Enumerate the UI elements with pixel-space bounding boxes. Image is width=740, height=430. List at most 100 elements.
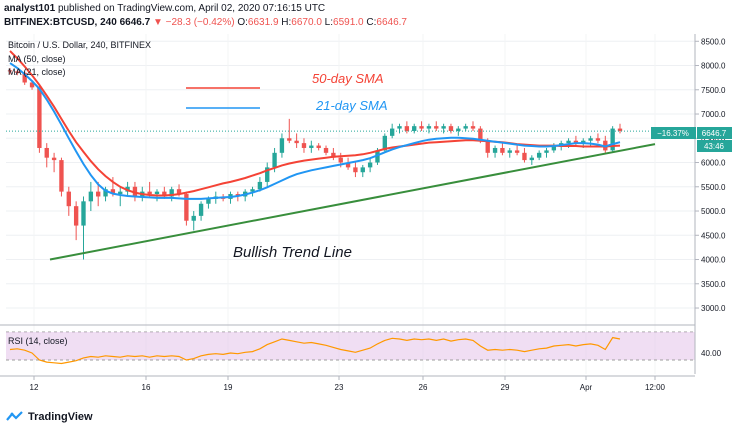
candle-body bbox=[147, 191, 152, 195]
tradingview-logo-icon[interactable] bbox=[6, 410, 24, 424]
candle-body bbox=[287, 138, 292, 141]
ma50-label: MA (50, close) bbox=[8, 54, 66, 64]
candle-body bbox=[184, 194, 189, 221]
rsi-line bbox=[9, 336, 621, 365]
time-tick-label: 29 bbox=[501, 383, 510, 392]
tradingview-brand[interactable]: TradingView bbox=[28, 411, 93, 423]
candle-body bbox=[198, 203, 204, 216]
time-tick-label: 26 bbox=[419, 383, 428, 392]
candle-body bbox=[257, 181, 263, 190]
candle-body bbox=[51, 157, 57, 161]
price-tick-label: 6000.0 bbox=[701, 159, 726, 168]
price-chart[interactable]: 3000.0 3500.0 4000.0 4500.0 5000.0 5500.0 6000… bbox=[0, 34, 740, 404]
pct-change-tag: −16.37% bbox=[651, 127, 696, 139]
sma21-line bbox=[9, 62, 621, 200]
high-label: H: bbox=[281, 17, 292, 28]
candle-body bbox=[470, 126, 476, 129]
candle-body bbox=[110, 189, 116, 195]
candle-body bbox=[426, 126, 432, 129]
candle-body bbox=[272, 152, 277, 168]
candle-body bbox=[581, 140, 586, 144]
chart-header: analyst101 published on TradingView.com,… bbox=[0, 0, 740, 34]
open-value: 6631.9 bbox=[247, 17, 279, 28]
low-label: L: bbox=[324, 17, 334, 28]
open-label: O: bbox=[237, 17, 248, 28]
legend-50-label: 50-day SMA bbox=[312, 71, 384, 86]
candle-body bbox=[29, 82, 35, 88]
time-tick-label: 23 bbox=[335, 383, 344, 392]
time-tick-label: 19 bbox=[224, 383, 233, 392]
candle-timer-tag: 43:46 bbox=[697, 140, 732, 152]
candle-body bbox=[434, 126, 439, 129]
symbol-label: BITFINEX:BTCUSD, 240 bbox=[4, 17, 117, 28]
high-value: 6670.0 bbox=[291, 17, 322, 28]
pair-title: Bitcoin / U.S. Dollar, 240, BITFINEX bbox=[8, 40, 151, 50]
price-tick-label: 7500.0 bbox=[701, 86, 726, 95]
price-tick-label: 4500.0 bbox=[701, 231, 726, 240]
time-tick-label: 12:00 bbox=[645, 383, 666, 392]
price-axis[interactable]: 3000.0 3500.0 4000.0 4500.0 5000.0 5500.0 6000… bbox=[695, 37, 726, 358]
candle-body bbox=[169, 189, 174, 197]
price-tick-label: 8000.0 bbox=[701, 62, 726, 71]
candle-body bbox=[397, 126, 402, 129]
candle-body bbox=[301, 143, 307, 148]
time-tick-label: 16 bbox=[142, 383, 151, 392]
candle-body bbox=[595, 138, 601, 141]
candle-body bbox=[316, 145, 321, 148]
candle-body bbox=[566, 140, 571, 144]
candle-body bbox=[514, 150, 520, 153]
price-change: ▼ −28.3 (−0.42%) bbox=[152, 17, 235, 28]
candle-body bbox=[154, 191, 160, 195]
time-tick-label: Apr bbox=[580, 383, 593, 392]
candle-body bbox=[176, 189, 182, 195]
candle-body bbox=[551, 145, 557, 151]
candle-timer-text: 43:46 bbox=[704, 142, 725, 151]
candle-body bbox=[88, 191, 94, 202]
price-tick-label: 4000.0 bbox=[701, 256, 726, 265]
candle-body bbox=[507, 150, 512, 153]
candle-body bbox=[265, 167, 270, 182]
ohlc-line: BITFINEX:BTCUSD, 240 6646.7 ▼ −28.3 (−0.… bbox=[4, 17, 407, 28]
candle-body bbox=[588, 138, 593, 141]
last-price: 6646.7 bbox=[119, 17, 151, 28]
candle-body bbox=[44, 147, 49, 158]
candle-body bbox=[367, 162, 373, 168]
candle-body bbox=[353, 167, 358, 173]
candlestick-series bbox=[7, 67, 623, 260]
footer: TradingView bbox=[0, 404, 740, 430]
close-value: 6646.7 bbox=[376, 17, 407, 28]
candle-body bbox=[103, 189, 108, 197]
candle-body bbox=[456, 128, 461, 131]
low-value: 6591.0 bbox=[333, 17, 364, 28]
rsi-band bbox=[6, 332, 695, 360]
last-price-tag-text: 6646.7 bbox=[702, 129, 727, 138]
time-axis[interactable]: 12 16 19 23 26 29 Apr 12:00 bbox=[30, 376, 666, 392]
candle-body bbox=[73, 206, 79, 226]
publish-info: published on TradingView.com, April 02, … bbox=[57, 3, 326, 14]
candle-body bbox=[382, 135, 387, 151]
candle-body bbox=[389, 128, 395, 136]
close-label: C: bbox=[366, 17, 377, 28]
price-tick-label: 5500.0 bbox=[701, 183, 726, 192]
candle-body bbox=[37, 87, 42, 148]
candle-body bbox=[360, 167, 365, 173]
author-name[interactable]: analyst101 bbox=[4, 3, 56, 14]
ma21-label: MA (21, close) bbox=[8, 67, 66, 77]
rsi-label: RSI (14, close) bbox=[8, 336, 68, 346]
legend-21-label: 21-day SMA bbox=[315, 98, 388, 113]
publish-line: analyst101 published on TradingView.com,… bbox=[4, 3, 325, 14]
candle-body bbox=[162, 191, 167, 197]
candle-body bbox=[96, 191, 101, 197]
candle-body bbox=[59, 160, 64, 192]
candle-body bbox=[22, 72, 27, 83]
candle-body bbox=[66, 191, 71, 207]
price-tick-label: 5000.0 bbox=[701, 207, 726, 216]
candle-body bbox=[15, 71, 20, 73]
price-tick-label: 3000.0 bbox=[701, 304, 726, 313]
candle-body bbox=[544, 150, 549, 153]
candle-body bbox=[309, 145, 314, 148]
candle-body bbox=[81, 201, 86, 226]
price-tick-label: 7000.0 bbox=[701, 110, 726, 119]
candle-body bbox=[404, 126, 410, 131]
candle-body bbox=[478, 128, 483, 141]
